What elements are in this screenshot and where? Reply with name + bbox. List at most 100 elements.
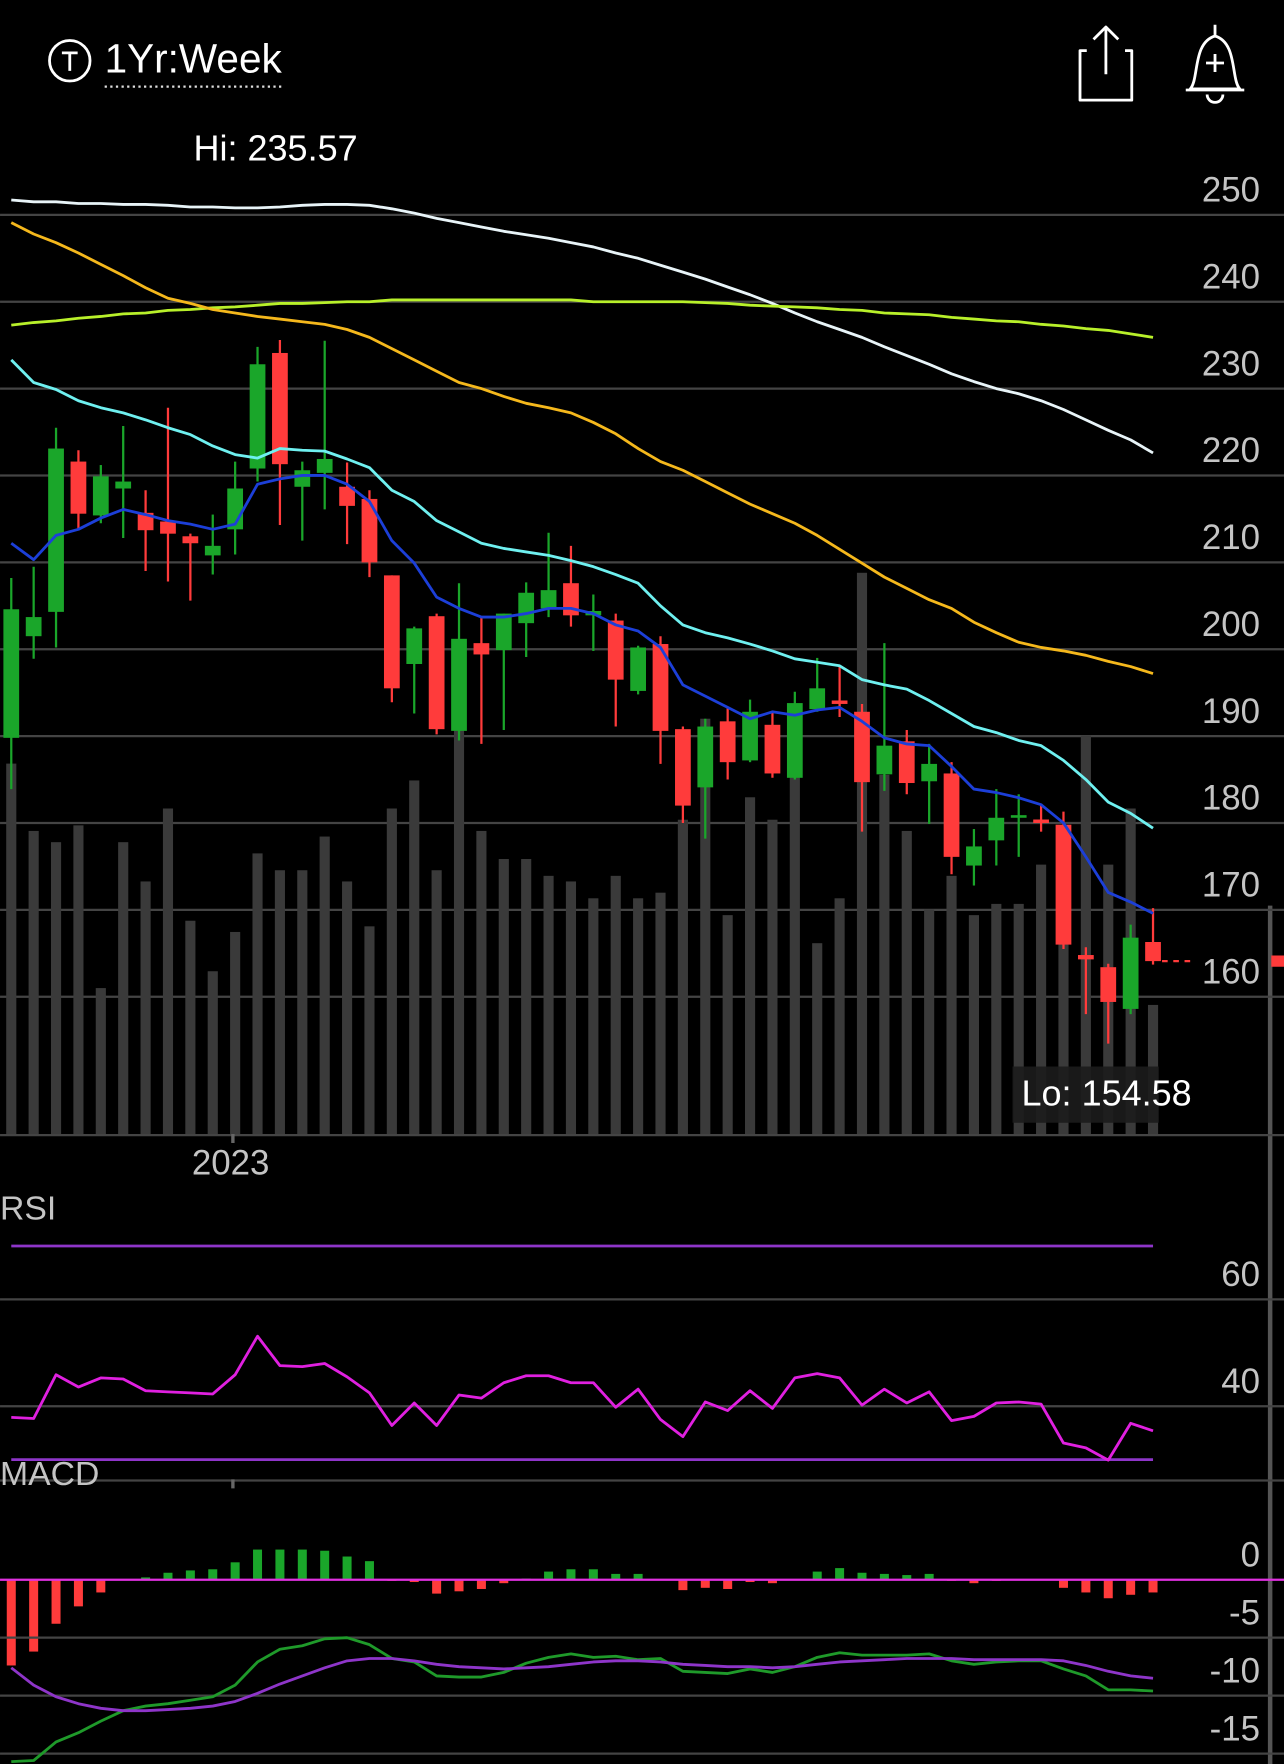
histogram-bar [185,1570,195,1580]
candle-body [809,688,826,710]
y-tick-label: 190 [1202,692,1260,731]
histogram-bar [253,1549,263,1580]
last-price-marker [1271,955,1284,967]
y-tick-label: 220 [1202,431,1260,470]
histogram-bar [208,1569,218,1580]
histogram-bar [879,1573,889,1580]
histogram-bar [969,1579,979,1584]
timeframe-button[interactable]: 1Yr:Week [48,36,283,88]
y-tick-label: 180 [1202,779,1260,818]
volume-bar [610,875,621,1134]
histogram-bar [700,1579,710,1588]
histogram-bar [342,1556,352,1580]
histogram-bar [588,1569,598,1580]
candle-body [540,590,557,609]
candle-body [182,536,199,544]
volume-bar [633,898,644,1134]
volume-bar [319,836,330,1134]
candle-body [406,628,423,664]
histogram-bar [611,1573,621,1580]
histogram-bar [745,1579,755,1583]
y-tick-label: 240 [1202,257,1260,296]
candle-body [428,616,445,730]
candle-body [1010,815,1027,818]
volume-bar [767,819,778,1134]
histogram-bar [499,1579,509,1584]
indicator-line [10,221,1154,675]
candle-body [1145,942,1161,962]
volume-bar [991,903,1002,1134]
candle-body [876,745,893,775]
candle-body [451,638,467,731]
volume-bar [207,971,218,1134]
volume-bar [521,859,532,1134]
indicator-line [11,198,1154,455]
high-label: Hi: 235.57 [194,127,358,168]
volume-bar [409,780,420,1134]
histogram-bar [454,1579,464,1592]
y-tick-label: 250 [1202,171,1260,210]
volume-bar [476,830,487,1134]
histogram-bar [723,1579,733,1589]
bell-icon [1185,24,1245,92]
volume-bar [744,797,756,1134]
histogram-bar [1126,1579,1136,1595]
histogram-bar [6,1579,16,1666]
histogram-bar [767,1579,777,1584]
panel-title: RSI [0,1189,56,1227]
candle-body [1055,824,1072,945]
volume-bar [386,808,397,1134]
candle-body [92,476,109,516]
volume-bar [946,875,957,1134]
volume-bar [1058,909,1069,1134]
candle-body [1100,967,1117,1002]
histogram-bar [432,1579,442,1594]
histogram-bar [96,1579,106,1593]
volume-bar [834,898,845,1134]
volume-bar [565,881,577,1134]
volume-bar [252,853,263,1134]
x-tick-label: 2023 [192,1144,270,1183]
alert-button[interactable] [1185,24,1245,104]
volume-bar [924,909,935,1134]
volume-bar [118,842,129,1134]
candle-body [943,773,960,857]
volume-bar [879,774,890,1134]
indicator-line [10,474,1154,915]
histogram-bar [812,1571,822,1580]
volume-bar [901,830,912,1134]
candle-body [652,644,669,731]
candle-body [742,711,758,761]
candle-body [675,729,691,806]
panel-title: MACD [0,1455,99,1493]
candle-body [1122,937,1139,1009]
candle-body [294,470,311,487]
volume-bar [297,870,308,1134]
histogram-bar [476,1579,486,1589]
candle-body [316,458,333,473]
candle-body [854,711,870,783]
volume-bar [162,808,174,1134]
candle-body [70,461,87,514]
candle-body [786,703,803,778]
volume-bar [6,763,17,1134]
candle-body [1077,955,1094,960]
share-button[interactable] [1078,25,1134,102]
volume-bar [140,881,151,1134]
indicator-line [11,1334,1154,1462]
histogram-bar [835,1568,845,1580]
candle-body [607,620,624,680]
y-tick-label: 160 [1202,952,1260,991]
y-tick-label: -5 [1229,1593,1260,1632]
volume-bar [588,898,599,1134]
histogram-bar [141,1577,151,1580]
candle-body [764,724,781,774]
timeframe-label: 1Yr:Week [105,36,283,82]
y-tick-label: 210 [1202,518,1260,557]
histogram-bar [902,1575,912,1580]
volume-bar [185,920,196,1134]
candle-body [630,647,646,691]
volume-bar [274,870,285,1134]
candle-body [272,352,288,465]
candle-body [1033,819,1049,823]
